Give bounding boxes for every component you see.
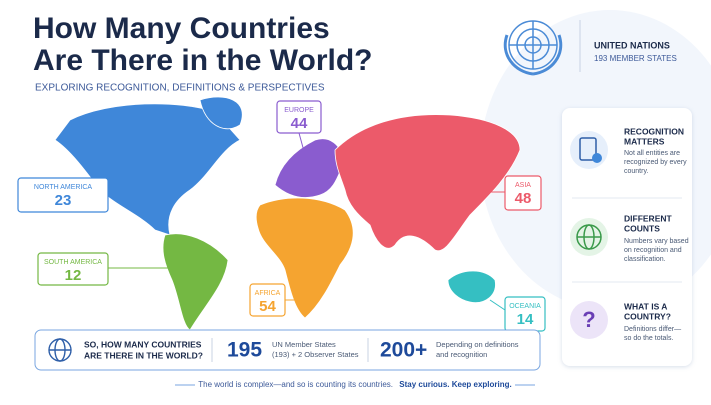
subtitle: EXPLORING RECOGNITION, DEFINITIONS & PER…	[35, 83, 325, 94]
globe-icon	[576, 224, 602, 250]
label-box	[37, 252, 109, 286]
region-count: 14	[517, 311, 534, 328]
region-name: AFRICA	[255, 290, 281, 297]
region-count: 48	[515, 190, 532, 207]
footer: The world is complex—and so is counting …	[198, 380, 511, 389]
footer-emphasis: Stay curious. Keep exploring.	[399, 380, 511, 389]
label-box	[17, 177, 109, 213]
stat-label: and recognition	[436, 350, 487, 359]
un-members: 193 MEMBER STATES	[594, 54, 677, 63]
card: RECOGNITION MATTERS Not all entities are…	[624, 126, 687, 175]
continent	[447, 270, 496, 303]
summary-question: SO, HOW MANY COUNTRIES	[84, 339, 202, 349]
question-icon: ?	[582, 307, 595, 332]
world-map	[54, 96, 521, 331]
stat-value: 195	[227, 339, 262, 362]
region-count: 44	[291, 115, 308, 132]
region-name: NORTH AMERICA	[34, 184, 93, 191]
card: DIFFERENT COUNTS Numbers vary based on r…	[624, 213, 689, 263]
region-name: SOUTH AMERICA	[44, 259, 102, 266]
connector	[489, 299, 506, 311]
card-text: Not all entities are	[624, 150, 680, 157]
clipboard-icon	[579, 137, 597, 161]
check-icon	[592, 153, 602, 163]
card-title: DIFFERENT	[624, 213, 673, 223]
globe-icon	[48, 338, 72, 362]
card-text: Definitions differ—	[624, 326, 681, 333]
summary-question: ARE THERE IN THE WORLD?	[84, 350, 203, 360]
card-text: country.	[624, 168, 648, 175]
connector	[298, 132, 306, 156]
summary-box	[34, 329, 541, 371]
card-icon	[570, 131, 608, 169]
stat-value: 200+	[380, 339, 427, 362]
stat-label: Depending on definitions	[436, 340, 519, 349]
region-count: 23	[55, 192, 72, 209]
region-count: 12	[65, 267, 82, 284]
card-title: MATTERS	[624, 136, 665, 146]
stat-label: (193) + 2 Observer States	[272, 350, 359, 359]
card-text: on recognition and	[624, 247, 682, 254]
card-title: RECOGNITION	[624, 126, 684, 136]
region-name: EUROPE	[284, 107, 314, 114]
continent	[199, 96, 243, 130]
card-text: recognized by every	[624, 159, 687, 166]
stat-label: UN Member States	[272, 340, 336, 349]
region-count: 54	[259, 298, 276, 315]
card-text: so do the totals.	[624, 335, 673, 342]
title-line: How Many Countries	[33, 12, 330, 45]
continent	[255, 197, 354, 319]
continent	[162, 233, 229, 331]
card: WHAT IS A COUNTRY? Definitions differ— s…	[624, 301, 681, 342]
card-title: WHAT IS A	[624, 301, 667, 311]
region-name: ASIA	[515, 182, 531, 189]
label-box	[249, 283, 286, 317]
card-text: Numbers vary based	[624, 238, 689, 245]
card-title: COUNTRY?	[624, 311, 671, 321]
un-name: UNITED NATIONS	[594, 40, 670, 50]
label-box	[504, 175, 542, 211]
continent	[334, 114, 521, 252]
sidebar	[562, 108, 692, 366]
footer-text: The world is complex—and so is counting …	[198, 380, 393, 389]
label-box	[276, 100, 322, 134]
card-text: classification.	[624, 256, 666, 263]
region-name: OCEANIA	[509, 303, 541, 310]
card-icon	[570, 301, 608, 339]
title-line: Are There in the World?	[33, 44, 372, 77]
card-title: COUNTS	[624, 223, 660, 233]
un-logo	[503, 20, 563, 76]
